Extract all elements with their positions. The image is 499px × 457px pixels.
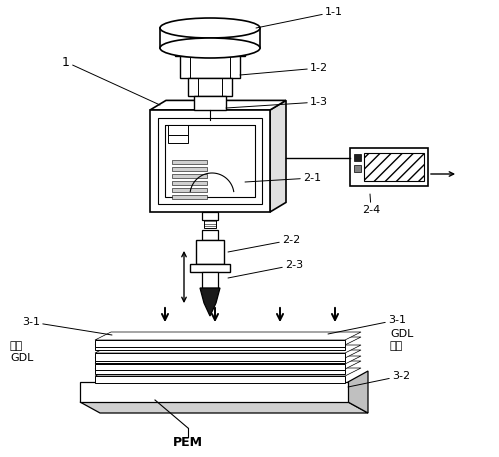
Polygon shape [200,288,220,316]
Text: 1-1: 1-1 [256,7,343,28]
Bar [95,364,345,370]
Bar [158,118,262,204]
Bar [150,110,270,212]
Bar [350,148,428,186]
Ellipse shape [160,38,260,58]
Text: 1-3: 1-3 [226,97,328,108]
Bar [202,272,218,288]
Bar [175,48,245,56]
Text: 2-2: 2-2 [228,235,300,252]
Bar [172,188,207,192]
Text: GDL: GDL [390,329,413,339]
Bar [165,125,255,197]
Bar [95,369,345,374]
Bar [172,160,207,164]
Bar [95,353,345,361]
Text: 2-4: 2-4 [362,194,380,215]
Text: 胶带: 胶带 [10,341,23,351]
Polygon shape [348,371,368,413]
Bar [172,181,207,185]
Text: GDL: GDL [10,353,33,363]
Bar [172,174,207,178]
Bar [168,125,188,135]
Polygon shape [95,332,361,340]
Bar [80,382,348,402]
Bar [354,154,361,161]
Bar [172,167,207,171]
Polygon shape [95,368,361,376]
Bar [364,153,424,181]
Bar [196,240,224,264]
Polygon shape [95,345,361,353]
Polygon shape [150,101,286,110]
Bar [180,56,240,78]
Bar [188,78,232,96]
Bar [168,135,188,143]
Text: 2-1: 2-1 [245,173,321,183]
Polygon shape [270,101,286,212]
Text: 3-2: 3-2 [348,371,410,387]
Text: PEM: PEM [173,436,203,450]
Polygon shape [80,402,368,413]
Text: 3-1: 3-1 [22,317,112,335]
Bar [204,220,216,228]
Bar [95,358,345,363]
Text: 胶带: 胶带 [390,341,403,351]
Bar [202,212,218,220]
Text: 1: 1 [62,55,160,105]
Polygon shape [95,337,361,345]
Polygon shape [95,350,361,358]
Bar [202,230,218,240]
Bar [354,165,361,172]
Polygon shape [95,361,361,369]
Bar [95,376,345,383]
Bar [190,264,230,272]
Bar [194,96,226,110]
Text: 2-3: 2-3 [228,260,303,278]
Polygon shape [95,356,361,364]
Bar [172,195,207,199]
Ellipse shape [160,18,260,38]
Bar [95,345,345,350]
Text: 1-2: 1-2 [240,63,328,75]
Bar [95,340,345,347]
Text: 3-1: 3-1 [328,315,406,334]
